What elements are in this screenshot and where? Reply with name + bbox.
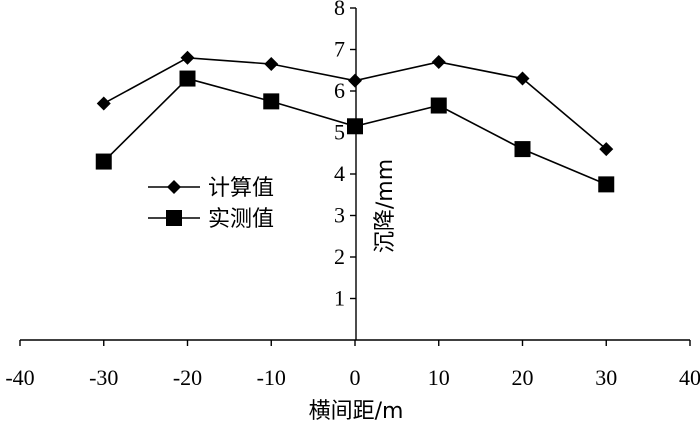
series-line <box>103 56 607 150</box>
x-tick-label: 10 <box>428 365 450 390</box>
axes: -40 -30 -20 -10 0 10 20 30 40 1 2 3 4 5 6 7 8 <box>5 0 700 390</box>
x-tick-label: -30 <box>89 365 118 390</box>
data-point <box>264 57 279 72</box>
data-point <box>96 96 111 111</box>
series-layer <box>95 50 615 193</box>
x-tick-label: -20 <box>173 365 202 390</box>
series-1 <box>96 50 614 157</box>
data-point <box>431 54 446 69</box>
y-tick-label: 3 <box>334 203 345 228</box>
data-point <box>599 142 614 157</box>
data-point <box>430 97 447 114</box>
y-tick-label: 7 <box>334 37 345 62</box>
y-tick-label: 5 <box>334 120 345 145</box>
legend-label: 计算值 <box>208 176 274 201</box>
y-tick-label: 4 <box>334 161 345 186</box>
data-point <box>348 73 362 88</box>
legend-label: 实测值 <box>208 207 274 232</box>
y-tick-label: 1 <box>334 286 345 311</box>
legend-marker <box>166 210 182 226</box>
data-point <box>515 71 530 86</box>
data-point <box>180 50 195 65</box>
legend-marker <box>167 180 181 194</box>
x-tick-label: -40 <box>5 365 34 390</box>
data-point <box>347 118 363 135</box>
x-tick-label: 0 <box>350 365 361 390</box>
x-tick-label: 40 <box>679 365 700 390</box>
series-2 <box>95 70 615 193</box>
y-tick-label: 8 <box>334 0 345 20</box>
x-tick-label: 20 <box>512 365 534 390</box>
x-tick-label: -10 <box>257 365 286 390</box>
x-tick-label: 30 <box>595 365 617 390</box>
data-point <box>263 93 280 110</box>
data-point <box>179 70 196 87</box>
data-point <box>95 153 112 170</box>
y-tick-label: 6 <box>334 78 345 103</box>
x-axis-title: 横间距/m <box>309 399 404 424</box>
y-axis-title: 沉降/mm <box>373 159 398 253</box>
data-point <box>598 176 615 193</box>
data-point <box>514 141 531 158</box>
y-tick-label: 2 <box>334 244 345 269</box>
